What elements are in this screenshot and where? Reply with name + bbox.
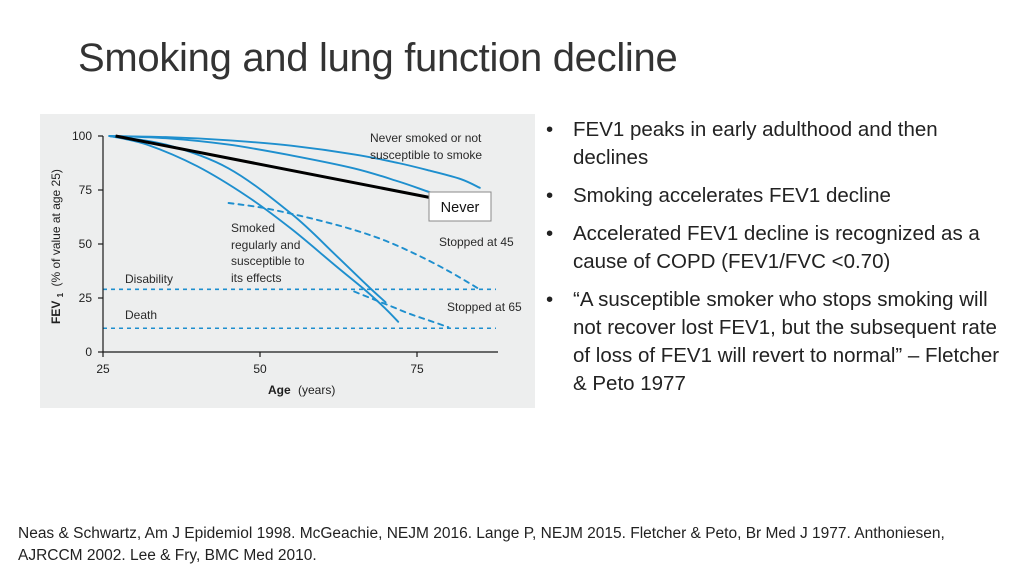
bullet-text: “A susceptible smoker who stops smoking … <box>573 288 1000 395</box>
series-line-6 <box>353 290 450 329</box>
annotation-never-line2: susceptible to smoke <box>370 148 482 162</box>
bullet-glyph: • <box>546 222 554 245</box>
y-axis-title-main: FEV <box>49 301 63 324</box>
y-tick-label: 25 <box>79 291 93 305</box>
bullet-item: • “A susceptible smoker who stops smoking… <box>546 286 1016 398</box>
series-line-3 <box>108 135 400 323</box>
y-tick-label: 0 <box>85 345 92 359</box>
bullet-glyph: • <box>546 288 554 311</box>
overlay-group <box>115 134 481 209</box>
bullet-text: Smoking accelerates FEV1 decline <box>573 184 891 207</box>
series-line-5 <box>227 202 481 291</box>
annotation-disability: Disability <box>125 272 173 286</box>
y-axis-title: FEV 1 (% of value at age 25) <box>49 169 66 324</box>
annotation-smoked-line3: susceptible to <box>231 254 305 268</box>
y-tick-label: 75 <box>79 183 93 197</box>
annotation-stopped-65: Stopped at 65 <box>447 300 522 314</box>
series-group <box>108 135 481 329</box>
x-tick-label: 75 <box>410 362 424 376</box>
ticks-group: 0 25 50 75 100 25 50 75 <box>72 129 424 376</box>
bullet-list: • FEV1 peaks in early adulthood and then … <box>546 116 1016 408</box>
slide-title: Smoking and lung function decline <box>78 36 678 80</box>
never-label-text: Never <box>441 200 480 216</box>
reference-lines-group <box>103 288 496 330</box>
chart-panel: 0 25 50 75 100 25 50 75 Age (years) FEV 1 (% of… <box>40 114 535 408</box>
references-footer: Neas & Schwartz, Am J Epidemiol 1998. Mc… <box>18 525 945 564</box>
x-axis-title: Age (years) <box>268 383 335 397</box>
y-axis-title-sub: 1 <box>56 292 65 297</box>
annotation-smoked-line1: Smoked <box>231 221 275 235</box>
bullet-text: Accelerated FEV1 decline is recognized a… <box>573 222 980 273</box>
y-tick-label: 50 <box>79 237 93 251</box>
y-tick-label: 100 <box>72 129 92 143</box>
bullet-glyph: • <box>546 118 554 141</box>
bullet-text: FEV1 peaks in early adulthood and then d… <box>573 118 938 169</box>
overlay-decline-line <box>115 134 481 209</box>
annotation-smoked-line4: its effects <box>231 271 281 285</box>
labels-group: Age (years) FEV 1 (% of value at age 25)… <box>49 131 522 397</box>
annotation-never-line1: Never smoked or not <box>370 131 482 145</box>
never-label-frame <box>428 191 492 222</box>
x-axis-title-main: Age <box>268 383 291 397</box>
bullet-item: • FEV1 peaks in early adulthood and then … <box>546 116 1016 172</box>
bullet-glyph: • <box>546 184 554 207</box>
x-axis-title-unit: (years) <box>298 383 335 397</box>
annotation-smoked-line2: regularly and <box>231 238 300 252</box>
x-tick-label: 25 <box>96 362 110 376</box>
fev1-age-chart: 0 25 50 75 100 25 50 75 Age (years) FEV 1 (% of… <box>49 129 522 397</box>
annotation-stopped-45: Stopped at 45 <box>439 235 514 249</box>
y-axis-title-unit: (% of value at age 25) <box>49 169 63 286</box>
series-line-1 <box>108 135 481 189</box>
bullet-item: • Smoking accelerates FEV1 decline <box>546 182 1016 210</box>
annotation-death: Death <box>125 308 157 322</box>
x-tick-label: 50 <box>253 362 267 376</box>
bullet-item: • Accelerated FEV1 decline is recognized … <box>546 220 1016 276</box>
never-label-box: Never <box>428 191 492 222</box>
